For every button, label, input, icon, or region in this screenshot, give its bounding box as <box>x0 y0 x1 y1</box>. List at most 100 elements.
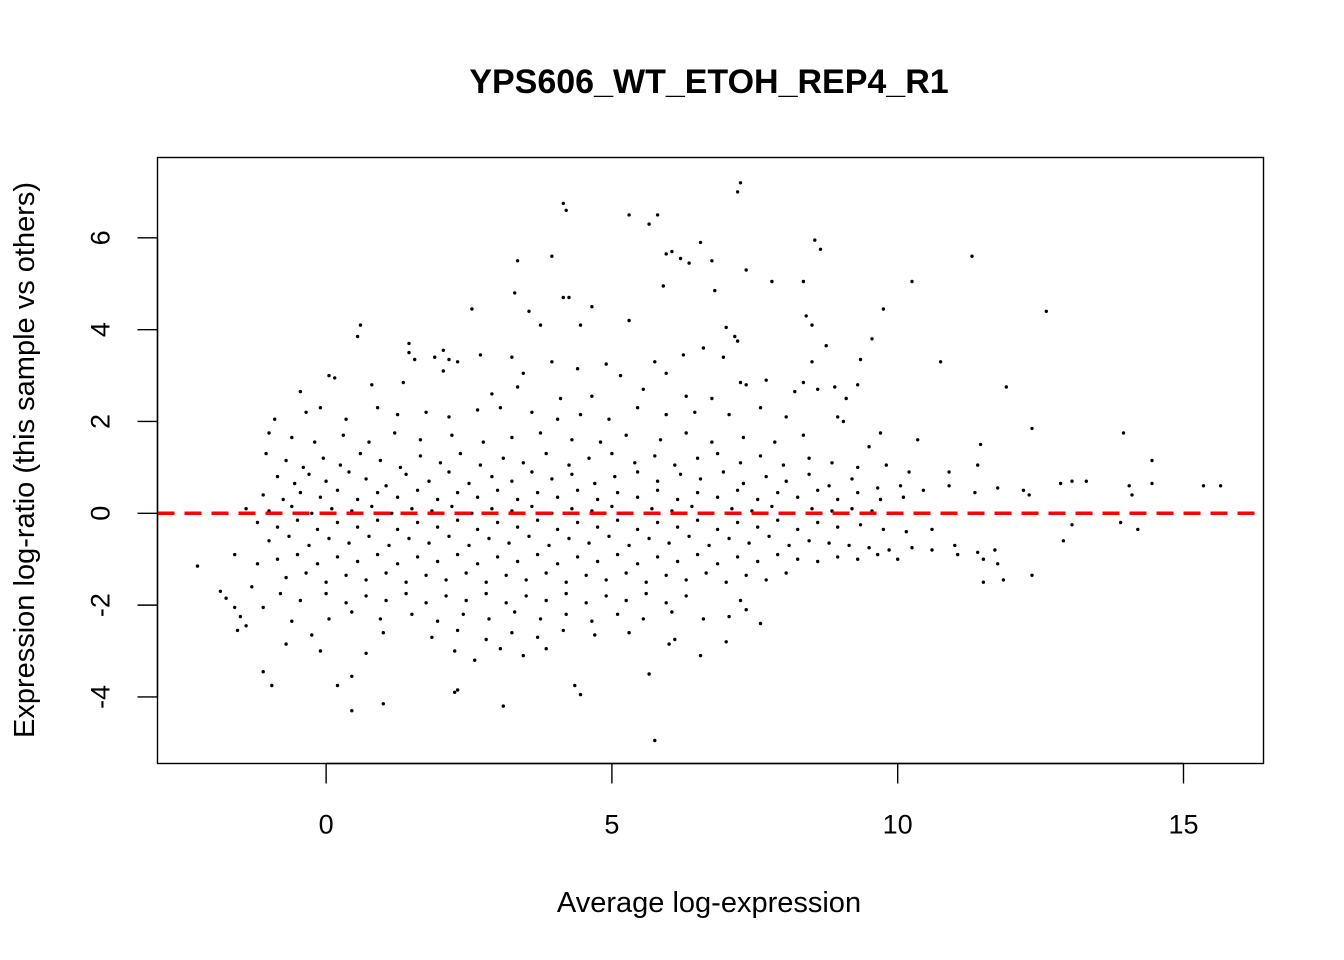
data-point <box>675 559 680 564</box>
data-point <box>684 431 688 435</box>
data-point <box>375 518 380 522</box>
data-point <box>275 525 280 529</box>
data-point <box>415 520 420 525</box>
data-point <box>381 702 385 706</box>
data-point <box>655 520 660 525</box>
data-point <box>836 497 840 502</box>
data-point <box>850 477 854 481</box>
data-point <box>595 497 600 502</box>
data-point <box>435 559 440 564</box>
data-point <box>813 238 817 242</box>
data-point <box>333 376 337 380</box>
data-point <box>453 649 457 653</box>
data-point <box>364 594 368 598</box>
data-point <box>290 619 294 623</box>
data-point <box>836 555 840 559</box>
data-point <box>578 692 583 697</box>
data-point <box>655 213 660 217</box>
data-point <box>867 546 871 550</box>
data-point <box>613 474 617 479</box>
data-point <box>910 546 914 550</box>
data-point <box>355 559 360 564</box>
data-point <box>447 470 451 474</box>
data-point <box>521 653 525 658</box>
data-point <box>850 507 854 511</box>
data-point <box>773 440 777 444</box>
data-point <box>738 598 743 603</box>
data-point <box>710 440 714 444</box>
data-point <box>498 406 503 410</box>
data-point <box>407 350 411 355</box>
data-point <box>495 555 500 559</box>
data-point <box>444 578 448 582</box>
data-point <box>595 559 600 564</box>
data-point <box>627 631 631 635</box>
data-point <box>684 594 688 598</box>
data-point <box>395 527 400 532</box>
data-point <box>710 396 714 401</box>
data-point <box>1084 479 1089 483</box>
data-point <box>535 635 540 639</box>
data-point <box>375 406 380 410</box>
data-point <box>530 410 534 414</box>
data-point <box>744 383 748 387</box>
data-point <box>444 594 448 598</box>
data-point <box>544 647 548 651</box>
data-point <box>335 520 340 525</box>
data-point <box>510 479 514 483</box>
data-point <box>313 440 317 444</box>
data-point <box>930 527 934 532</box>
data-point <box>830 461 834 465</box>
data-point <box>475 495 480 499</box>
data-point <box>1027 493 1031 497</box>
data-point <box>298 598 303 603</box>
data-point <box>318 406 323 410</box>
data-point <box>364 578 368 582</box>
data-point <box>701 346 706 350</box>
data-point <box>218 589 223 593</box>
data-point <box>670 249 674 254</box>
data-point <box>413 357 417 362</box>
data-point <box>624 433 628 437</box>
data-point <box>881 307 886 311</box>
y-tick-label: -4 <box>86 685 116 709</box>
data-point <box>1136 527 1140 532</box>
y-tick-label: 4 <box>86 322 116 337</box>
data-point <box>315 562 320 566</box>
data-point <box>996 562 1000 566</box>
data-point <box>233 552 237 557</box>
data-point <box>587 541 591 545</box>
data-point <box>713 288 717 293</box>
data-point <box>635 470 640 474</box>
data-point <box>487 536 491 541</box>
data-point <box>407 341 411 346</box>
data-point <box>910 279 914 284</box>
data-point <box>878 497 883 502</box>
data-point <box>527 309 531 313</box>
data-point <box>375 552 380 557</box>
data-point <box>513 291 517 295</box>
data-point <box>515 525 520 529</box>
data-point <box>727 412 731 417</box>
data-point <box>327 373 331 378</box>
data-point <box>784 571 788 575</box>
data-point <box>667 541 671 545</box>
data-point <box>318 495 323 499</box>
data-point <box>870 337 874 341</box>
data-point <box>250 585 254 589</box>
data-point <box>810 507 814 511</box>
data-point <box>730 507 734 511</box>
data-point <box>284 642 288 646</box>
data-point <box>515 497 520 502</box>
data-point <box>275 557 280 561</box>
data-point <box>478 463 483 467</box>
data-point <box>255 520 260 525</box>
data-point <box>804 314 808 318</box>
data-point <box>355 525 360 529</box>
data-point <box>595 525 600 529</box>
data-point <box>407 536 411 541</box>
data-point <box>370 383 374 387</box>
data-point <box>461 612 465 616</box>
data-point <box>410 507 414 511</box>
data-point <box>807 456 811 460</box>
